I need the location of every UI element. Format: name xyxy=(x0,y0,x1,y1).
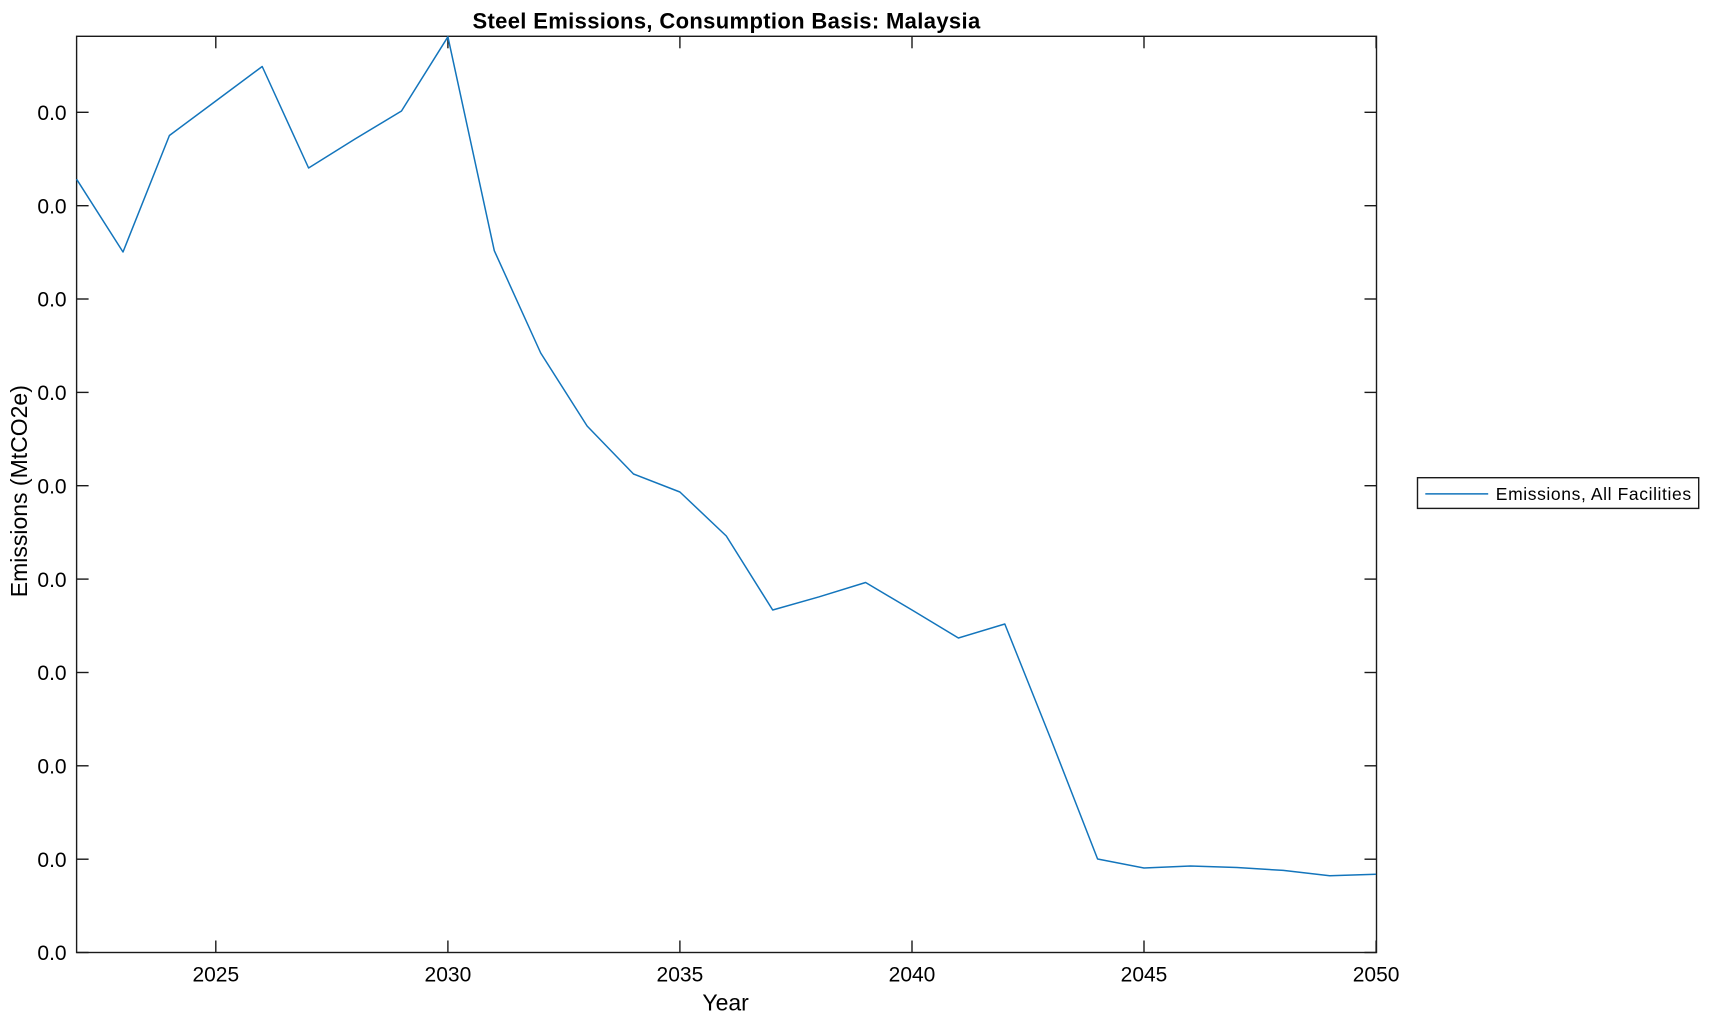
svg-text:0.0: 0.0 xyxy=(37,662,66,685)
svg-text:Emissions (MtCO2e): Emissions (MtCO2e) xyxy=(6,385,32,597)
svg-text:0.0: 0.0 xyxy=(37,756,66,779)
svg-text:Emissions, All Facilities: Emissions, All Facilities xyxy=(1496,484,1692,504)
svg-text:Steel Emissions, Consumption B: Steel Emissions, Consumption Basis: Mala… xyxy=(472,9,981,34)
svg-text:2035: 2035 xyxy=(657,964,704,987)
svg-text:0.0: 0.0 xyxy=(37,569,66,592)
svg-text:0.0: 0.0 xyxy=(37,195,66,218)
svg-text:Year: Year xyxy=(702,989,749,1015)
svg-text:2025: 2025 xyxy=(192,964,239,987)
svg-text:0.0: 0.0 xyxy=(37,382,66,405)
svg-text:2030: 2030 xyxy=(425,964,472,987)
svg-text:0.0: 0.0 xyxy=(37,475,66,498)
svg-text:2040: 2040 xyxy=(889,964,936,987)
svg-text:2045: 2045 xyxy=(1121,964,1168,987)
svg-text:2050: 2050 xyxy=(1353,964,1400,987)
svg-text:0.0: 0.0 xyxy=(37,102,66,125)
svg-text:0.0: 0.0 xyxy=(37,942,66,965)
svg-text:0.0: 0.0 xyxy=(37,849,66,872)
svg-text:0.0: 0.0 xyxy=(37,289,66,312)
